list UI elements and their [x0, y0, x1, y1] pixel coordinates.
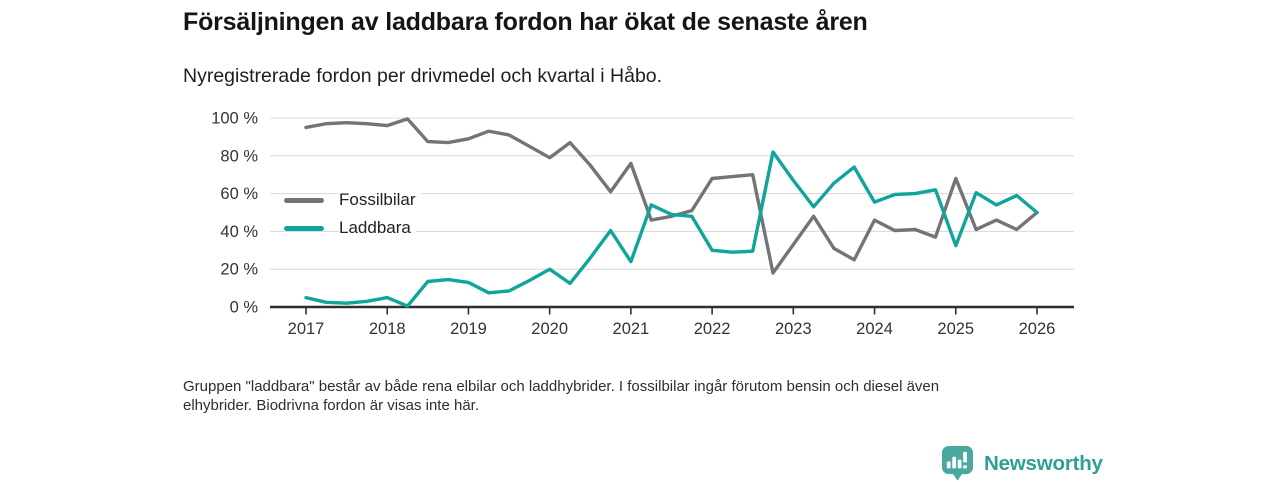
x-tick-label: 2023: [775, 320, 812, 338]
footnote-line-1: Gruppen "laddbara" består av både rena e…: [183, 378, 940, 395]
legend-label-fossilbilar: Fossilbilar: [339, 190, 421, 210]
y-tick-label: 60 %: [220, 185, 258, 203]
legend-item-fossilbilar: Fossilbilar: [284, 186, 421, 214]
legend-swatch-fossilbilar: [284, 197, 324, 203]
y-tick-label: 0 %: [230, 299, 259, 317]
x-tick-label: 2017: [288, 320, 325, 338]
x-tick-label: 2019: [450, 320, 487, 338]
series-line-fossilbilar: [304, 117, 1039, 275]
y-tick-label: 80 %: [220, 147, 258, 165]
chart-subtitle: Nyregistrerade fordon per drivmedel och …: [183, 65, 663, 87]
x-tick-label: 2024: [856, 320, 893, 338]
y-tick-label: 100 %: [211, 110, 258, 128]
legend-label-laddbara: Laddbara: [339, 218, 416, 238]
footnote: Gruppen "laddbara" består av både rena e…: [183, 378, 1123, 415]
legend-swatch-laddbara: [284, 225, 324, 231]
y-tick-label: 40 %: [220, 223, 258, 241]
x-tick-label: 2021: [613, 320, 650, 338]
x-tick-label: 2022: [694, 320, 731, 338]
legend: Fossilbilar Laddbara: [284, 186, 421, 242]
legend-item-laddbara: Laddbara: [284, 214, 421, 242]
y-tick-label: 20 %: [220, 261, 258, 279]
x-tick-label: 2025: [937, 320, 974, 338]
footnote-line-2: elhybrider. Biodrivna fordon är visas in…: [183, 396, 479, 414]
x-tick-label: 2026: [1019, 320, 1056, 338]
chart-title: Försäljningen av laddbara fordon har öka…: [183, 8, 868, 36]
newsworthy-logo-text: Newsworthy: [984, 451, 1103, 475]
newsworthy-logo[interactable]: Newsworthy: [941, 445, 1103, 482]
series-line-laddbara: [304, 150, 1039, 308]
x-tick-label: 2018: [369, 320, 406, 338]
newsworthy-logo-icon: [941, 445, 974, 482]
x-tick-label: 2020: [531, 320, 568, 338]
